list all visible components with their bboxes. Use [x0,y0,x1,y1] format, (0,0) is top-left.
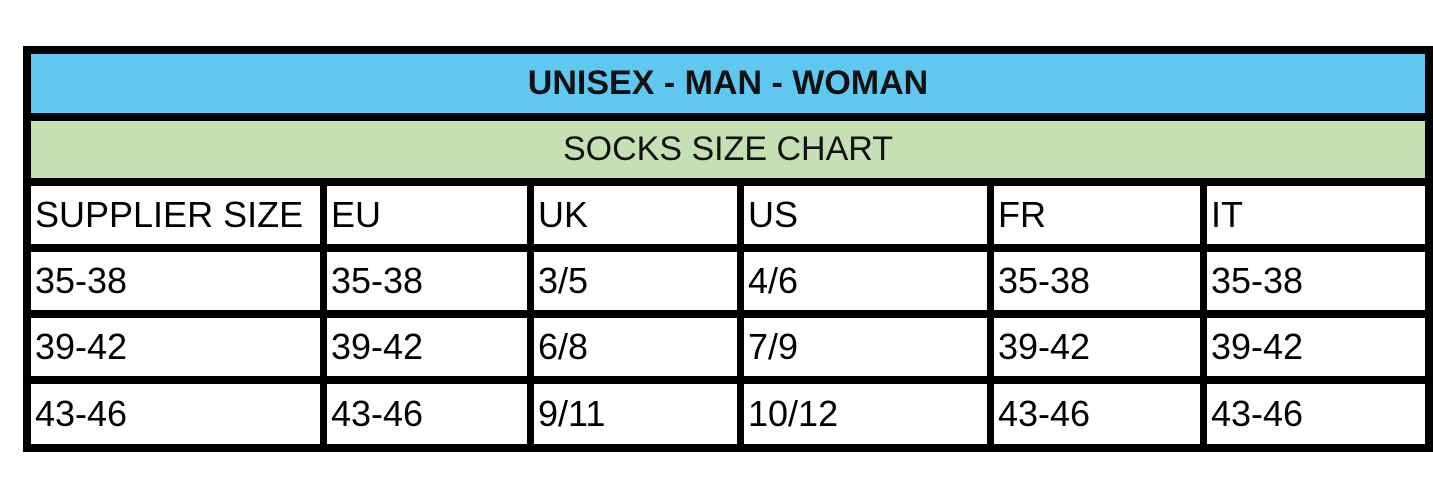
table-row: 39-42 39-42 6/8 7/9 39-42 39-42 [31,318,1425,376]
table-cell: 35-38 [327,252,527,310]
chart-subtitle: SOCKS SIZE CHART [31,121,1425,178]
table-cell: 43-46 [327,384,527,444]
table-cell: 10/12 [744,384,987,444]
table-cell: 6/8 [534,318,737,376]
header-cell: EU [327,186,527,244]
table-cell: 4/6 [744,252,987,310]
header-cell: FR [994,186,1200,244]
header-cell: SUPPLIER SIZE [31,186,320,244]
table-row: 43-46 43-46 9/11 10/12 43-46 43-46 [31,384,1425,444]
chart-title: UNISEX - MAN - WOMAN [31,54,1425,113]
table-cell: 3/5 [534,252,737,310]
table-cell: 35-38 [994,252,1200,310]
table-cell: 39-42 [1207,318,1425,376]
table-cell: 35-38 [31,252,320,310]
header-cell: US [744,186,987,244]
table-cell: 43-46 [994,384,1200,444]
table-cell: 39-42 [994,318,1200,376]
header-cell: UK [534,186,737,244]
table-cell: 39-42 [31,318,320,376]
header-cell: IT [1207,186,1425,244]
size-chart-table: UNISEX - MAN - WOMAN SOCKS SIZE CHART SU… [23,46,1433,452]
table-cell: 39-42 [327,318,527,376]
table-cell: 43-46 [1207,384,1425,444]
table-row: 35-38 35-38 3/5 4/6 35-38 35-38 [31,252,1425,310]
table-cell: 7/9 [744,318,987,376]
header-row: SUPPLIER SIZE EU UK US FR IT [31,186,1425,244]
table-cell: 35-38 [1207,252,1425,310]
table-cell: 43-46 [31,384,320,444]
table-cell: 9/11 [534,384,737,444]
